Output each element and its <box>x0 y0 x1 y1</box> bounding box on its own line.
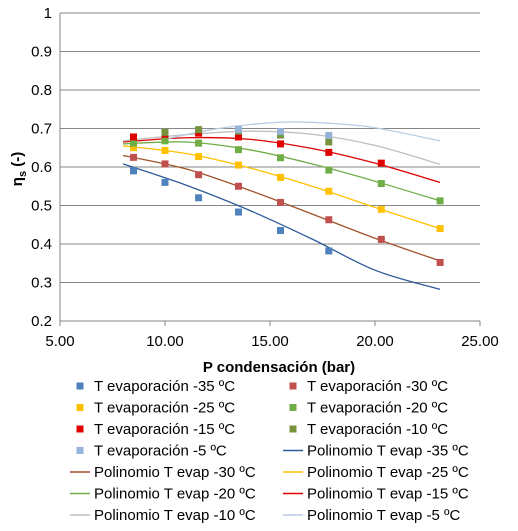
legend-entry: T evaporación -30 ºC <box>307 378 448 395</box>
data-point-series-4 <box>130 133 137 141</box>
series-markers <box>130 126 444 266</box>
data-point-series-5 <box>325 138 333 146</box>
data-point-series-3 <box>235 146 242 154</box>
series-line-8 <box>122 154 441 262</box>
x-tick-label: 5.00 <box>45 333 74 350</box>
data-point-series-1 <box>377 235 385 243</box>
data-point-series-1 <box>195 171 203 179</box>
data-point-series-4 <box>377 159 385 167</box>
legend-entry: Polinomio T evap -5 ºC <box>307 507 461 524</box>
y-tick-label: 0.9 <box>31 44 52 61</box>
x-tick-label: 25.00 <box>461 333 499 350</box>
series-line-11 <box>122 136 441 184</box>
legend-entry: T evaporación -10 ºC <box>307 421 448 438</box>
series-line-7 <box>122 163 441 291</box>
x-tick-labels: 5.00 10.00 15.00 20.00 25.00 <box>45 333 498 350</box>
y-axis-title: ηs (-) <box>9 152 29 186</box>
data-point-series-3 <box>161 137 169 145</box>
y-tick-labels: 0.2 0.3 0.4 0.5 0.6 0.7 0.8 0.9 1 <box>31 5 52 330</box>
data-point-series-6 <box>277 128 284 136</box>
legend-entry: Polinomio T evap -35 ºC <box>307 443 469 460</box>
legend-entry: Polinomio T evap -15 ºC <box>307 486 469 503</box>
y-axis-title-sub: s <box>17 171 29 177</box>
data-point-series-0 <box>325 247 333 255</box>
data-point-series-2 <box>235 161 242 169</box>
y-tick-label: 0.3 <box>31 275 52 292</box>
data-point-series-0 <box>277 227 284 235</box>
data-point-series-1 <box>277 198 284 206</box>
x-tick-label: 20.00 <box>356 333 394 350</box>
y-tick-label: 1 <box>44 5 52 22</box>
legend-key-marker <box>289 382 297 390</box>
data-point-series-0 <box>161 178 169 186</box>
x-tick-label: 10.00 <box>146 333 184 350</box>
data-point-series-3 <box>195 139 203 147</box>
legend-entry: T evaporación -35 ºC <box>94 378 235 395</box>
legend-entry: T evaporación -15 ºC <box>94 421 235 438</box>
legend-entry: Polinomio T evap -25 ºC <box>307 464 469 481</box>
data-point-series-2 <box>325 187 333 195</box>
y-tick-label: 0.2 <box>31 313 52 330</box>
y-tick-label: 0.8 <box>31 82 52 99</box>
y-tick-label: 0.5 <box>31 198 52 215</box>
data-point-series-4 <box>277 140 284 148</box>
legend-key-marker <box>76 382 84 390</box>
legend-key-marker <box>289 425 297 433</box>
y-tick-label: 0.6 <box>31 159 52 176</box>
data-point-series-2 <box>277 173 284 181</box>
legend-entry: Polinomio T evap -30 ºC <box>94 464 256 481</box>
data-point-series-1 <box>436 258 444 266</box>
legend-key-marker <box>76 425 84 433</box>
data-point-series-2 <box>130 144 137 152</box>
data-point-series-1 <box>325 216 333 224</box>
data-point-series-0 <box>130 167 137 175</box>
data-point-series-2 <box>195 153 203 161</box>
data-point-series-3 <box>436 197 444 205</box>
legend-key-marker <box>76 447 84 454</box>
y-axis-title-suffix: (-) <box>9 152 26 171</box>
legend-key-marker <box>289 404 297 411</box>
gridlines <box>60 12 480 322</box>
data-point-series-2 <box>436 225 444 233</box>
data-point-series-0 <box>235 208 242 216</box>
x-axis-title: P condensación (bar) <box>203 359 355 376</box>
legend-entry: Polinomio T evap -20 ºC <box>94 486 256 503</box>
x-tick-label: 15.00 <box>251 333 289 350</box>
series-line-13 <box>164 121 441 142</box>
data-point-series-3 <box>277 154 284 162</box>
data-point-series-4 <box>325 148 333 156</box>
data-point-series-2 <box>377 205 385 213</box>
data-point-series-3 <box>377 180 385 188</box>
legend-key-marker <box>76 404 84 411</box>
legend-entry: T evaporación -5 ºC <box>94 443 227 460</box>
y-tick-label: 0.7 <box>31 121 52 138</box>
legend-entry: T evaporación -25 ºC <box>94 400 235 417</box>
data-point-series-3 <box>130 139 137 147</box>
data-point-series-2 <box>161 146 169 154</box>
legend-entry: Polinomio T evap -10 ºC <box>94 507 256 524</box>
data-point-series-4 <box>235 133 242 141</box>
legend: T evaporación -35 ºC T evaporación -30 ºC… <box>70 378 469 524</box>
data-point-series-1 <box>161 160 169 168</box>
data-point-series-1 <box>235 182 242 190</box>
y-tick-label: 0.4 <box>31 236 52 253</box>
data-point-series-6 <box>235 126 242 134</box>
axes <box>59 13 481 326</box>
data-point-series-5 <box>195 126 203 134</box>
data-point-series-1 <box>130 153 137 161</box>
y-axis-title-main: η <box>9 177 26 186</box>
data-point-series-6 <box>325 131 333 139</box>
data-point-series-5 <box>161 128 169 136</box>
data-point-series-0 <box>195 194 203 202</box>
legend-entry: T evaporación -20 ºC <box>307 400 448 417</box>
data-point-series-3 <box>325 166 333 174</box>
